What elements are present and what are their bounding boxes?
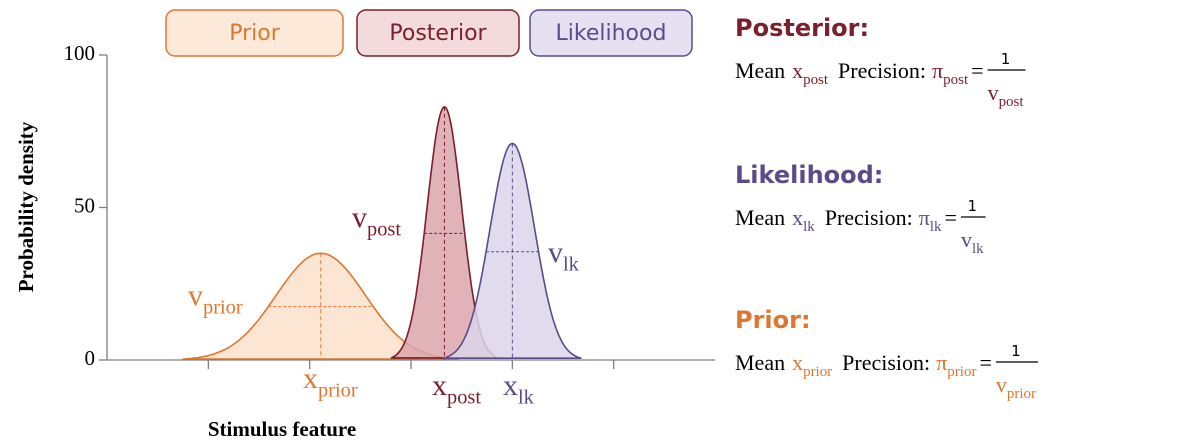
y-tick-label: 100 [64,41,96,65]
formula-denominator-sub: post [999,94,1025,110]
mean-label: xlk [503,369,535,408]
variance-label-sub: lk [563,253,580,275]
variance-label-base: v [188,279,203,312]
formula-mean-sub: post [803,72,829,88]
y-axis-label: Probability density [14,121,38,292]
mean-label: xpost [432,369,481,408]
y-tick-label: 0 [85,346,96,370]
formula-mean-word: Mean [735,205,785,230]
variance-label: vpost [352,201,401,240]
formula-numerator: 1 [1011,342,1021,360]
formula-mean-word: Mean [735,58,785,83]
formula-mean-base: x [792,58,803,83]
formula-denominator: vpost [988,80,1025,110]
variance-label-base: v [352,201,367,234]
legend-box [356,9,520,57]
formula-denominator-sub: lk [972,241,984,257]
formula-equals: = [971,58,983,83]
formula-denominator-base: v [988,80,999,105]
formula-denominator-sub: prior [1007,386,1036,402]
mean-label-base: x [503,369,518,402]
panel-heading: Posterior: [735,14,869,42]
y-tick-label: 50 [74,193,95,217]
variance-label-sub: post [367,218,401,240]
formula-denominator: vprior [996,372,1036,402]
formula-symbol-base: π [936,350,947,375]
formula-symbol: πlk [919,205,942,235]
variance-label: vlk [548,236,580,275]
formula-denominator: vlk [961,227,984,257]
formula-mean: xprior [792,350,832,380]
mean-label-base: x [432,369,447,402]
panel-heading: Prior: [735,306,811,334]
formula-symbol: πpost [932,58,969,88]
formula-mean: xpost [792,58,829,88]
mean-label-base: x [303,362,318,395]
variance-label-base: v [548,236,563,269]
formula-mean: xlk [792,205,815,235]
formula-denominator-base: v [996,372,1007,397]
formula-mean-sub: prior [803,364,832,380]
formula-symbol-base: π [932,58,943,83]
formula-equals: = [945,205,957,230]
mean-label-sub: post [447,386,481,408]
formula-symbol: πprior [936,350,976,380]
formula-symbol-sub: post [943,72,969,88]
legend-box [529,9,693,57]
formula-precision-word: Precision: [825,205,913,230]
mean-label: xprior [303,362,358,401]
formula-mean-base: x [792,205,803,230]
formula-numerator: 1 [1001,50,1011,68]
x-axis-label: Stimulus feature [208,417,356,441]
formula-mean-base: x [792,350,803,375]
variance-label: vprior [188,279,243,318]
formula-mean-sub: lk [803,219,815,235]
legend-label: Likelihood [556,21,667,46]
mean-label-sub: prior [318,379,358,401]
panel-heading: Likelihood: [735,161,883,189]
formula-denominator-base: v [961,227,972,252]
legend-label: Posterior [389,21,487,46]
formula-numerator: 1 [967,197,977,215]
formula-symbol-base: π [919,205,930,230]
mean-label-sub: lk [518,386,535,408]
formula-symbol-sub: prior [947,364,976,380]
legend-label: Prior [229,21,280,46]
legend-box [165,9,344,57]
formula-mean-word: Mean [735,350,785,375]
formula-precision-word: Precision: [838,58,926,83]
variance-label-sub: prior [203,296,243,318]
formula-equals: = [979,350,991,375]
formula-symbol-sub: lk [930,219,942,235]
formula-precision-word: Precision: [842,350,930,375]
